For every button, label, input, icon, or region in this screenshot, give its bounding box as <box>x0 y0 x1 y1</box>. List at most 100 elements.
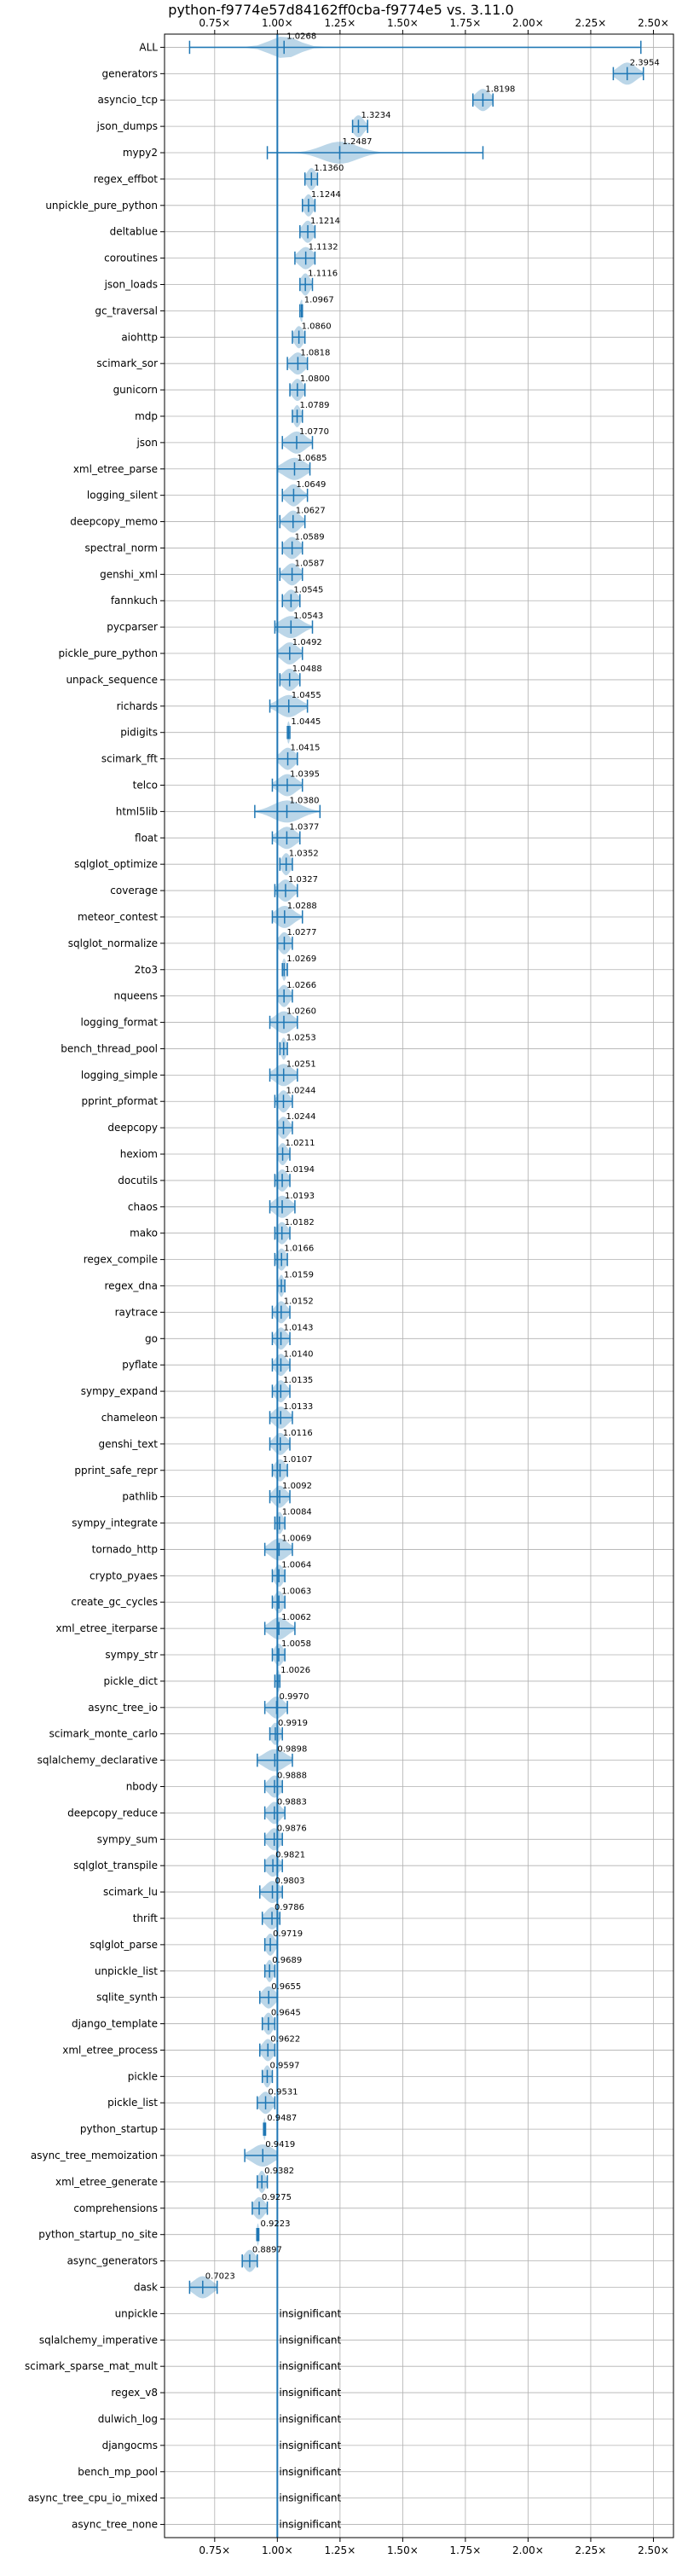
data-label: 1.1214 <box>310 217 340 226</box>
data-label: 1.1132 <box>309 243 338 252</box>
data-label: 0.7023 <box>205 2272 235 2282</box>
data-label: 1.0455 <box>292 691 321 700</box>
y-tick-label: hexiom <box>120 1148 158 1160</box>
data-label: 0.9419 <box>265 2140 295 2150</box>
y-tick-label: sqlglot_normalize <box>68 937 158 949</box>
chart-title: python-f9774e57d84162ff0cba-f9774e5 vs. … <box>168 2 513 18</box>
data-label: 0.9888 <box>277 1772 307 1781</box>
y-tick-label: meteor_contest <box>78 911 158 923</box>
x-tick-label-top: 1.50× <box>387 17 419 29</box>
y-tick-label: docutils <box>118 1175 158 1186</box>
data-label: 0.9487 <box>267 2114 297 2123</box>
data-label: 1.0492 <box>292 638 322 647</box>
y-tick-label: bench_thread_pool <box>61 1042 158 1054</box>
y-tick-label: python_startup <box>80 2123 158 2135</box>
insignificant-label: insignificant <box>279 2440 341 2451</box>
data-label: 0.9919 <box>278 1719 308 1728</box>
y-tick-label: richards <box>117 700 158 712</box>
y-tick-label: go <box>145 1332 158 1344</box>
data-label: 1.0649 <box>296 480 326 490</box>
y-tick-label: sqlalchemy_imperative <box>39 2334 158 2346</box>
insignificant-label: insignificant <box>279 2519 341 2531</box>
data-label: 1.0244 <box>286 1086 316 1095</box>
data-label: 1.0269 <box>286 954 316 964</box>
y-tick-label: json_loads <box>104 279 158 291</box>
y-tick-label: django_template <box>72 2018 158 2030</box>
y-tick-label: float <box>135 832 158 844</box>
y-tick-label: unpack_sequence <box>66 674 158 686</box>
y-tick-label: mako <box>130 1227 158 1239</box>
grid-layer <box>165 34 673 2538</box>
data-label: 1.0277 <box>286 928 316 937</box>
data-label: 0.9689 <box>272 1956 302 1965</box>
y-tick-label: logging_silent <box>87 490 158 502</box>
y-tick-label: spectral_norm <box>84 542 158 554</box>
y-tick-label: dask <box>134 2282 158 2294</box>
data-label: 1.0627 <box>296 507 326 516</box>
data-label: 1.0860 <box>302 322 332 331</box>
data-label: 0.9803 <box>275 1877 305 1886</box>
data-label: 0.9622 <box>270 2035 300 2045</box>
insignificant-label: insignificant <box>279 2492 341 2504</box>
data-label: 1.0967 <box>304 296 334 305</box>
data-label: 1.0211 <box>286 1139 315 1148</box>
y-tick-label: json_dumps <box>96 120 158 132</box>
y-tick-label: regex_effbot <box>94 173 159 185</box>
data-label: 1.0107 <box>282 1455 312 1465</box>
y-tick-label: chaos <box>128 1201 158 1213</box>
x-tick-label-top: 2.00× <box>512 17 544 29</box>
data-label: 1.0063 <box>281 1587 311 1596</box>
y-tick-label: scimark_sor <box>96 357 158 369</box>
label-layer: 1.0268 2.3954 1.8198 1.3234 1.2487 1.1360 1.12… <box>205 32 660 2531</box>
y-tick-label: scimark_lu <box>103 1886 158 1898</box>
y-tick-label: crypto_pyaes <box>90 1569 158 1581</box>
x-tick-label-top: 2.50× <box>638 17 669 29</box>
data-label: 0.9655 <box>271 1982 301 1992</box>
y-tick-label: scimark_monte_carlo <box>49 1728 158 1740</box>
y-tick-label: deepcopy <box>107 1122 158 1134</box>
y-tick-label: xml_etree_process <box>62 2044 158 2056</box>
data-label: 1.0800 <box>300 374 330 384</box>
data-label: 1.0327 <box>288 875 318 885</box>
data-label: 0.9898 <box>277 1745 307 1755</box>
y-tick-label: asyncio_tcp <box>97 94 158 106</box>
y-tick-label: bench_mp_pool <box>78 2466 158 2478</box>
y-tick-label: aiohttp <box>121 331 158 343</box>
data-label: 0.9883 <box>277 1798 307 1807</box>
x-tick-label-top: 2.25× <box>575 17 607 29</box>
y-tick-label: pycparser <box>107 621 158 633</box>
y-tick-label: coroutines <box>104 252 158 264</box>
data-label: 0.9821 <box>275 1850 305 1859</box>
data-label: 1.0587 <box>295 559 325 568</box>
data-label: 1.0194 <box>285 1165 315 1175</box>
y-tick-label: async_tree_none <box>72 2519 158 2531</box>
y-tick-label: regex_compile <box>84 1254 158 1266</box>
data-label: 1.0288 <box>287 902 317 911</box>
data-label: 1.8198 <box>485 84 515 94</box>
y-tick-label: json <box>136 437 158 449</box>
x-tick-label-bottom: 1.75× <box>450 2544 482 2556</box>
data-label: 1.0133 <box>283 1402 313 1412</box>
data-label: 1.2487 <box>342 137 372 147</box>
y-tick-label: sqlglot_optimize <box>74 858 158 870</box>
y-tick-label: logging_simple <box>81 1069 158 1081</box>
data-label: 1.0069 <box>281 1535 311 1544</box>
y-tick-label: async_tree_io <box>88 1702 158 1714</box>
y-tick-label: sympy_str <box>105 1649 158 1661</box>
insignificant-label: insignificant <box>279 2360 341 2372</box>
y-tick-label: raytrace <box>115 1306 158 1318</box>
data-label: 1.0770 <box>299 427 329 437</box>
data-label: 1.0543 <box>293 612 323 621</box>
x-tick-label-top: 1.75× <box>450 17 482 29</box>
y-tick-label: async_generators <box>67 2255 158 2267</box>
data-label: 1.0445 <box>291 717 321 727</box>
y-tick-label: scimark_sparse_mat_mult <box>25 2360 158 2372</box>
y-tick-label: pickle <box>128 2070 158 2082</box>
x-tick-label-bottom: 1.50× <box>387 2544 419 2556</box>
data-label: 1.0789 <box>300 401 330 410</box>
y-tick-label: pidigits <box>120 727 158 739</box>
data-label: 1.0415 <box>291 744 321 753</box>
x-tick-label-bottom: 2.50× <box>638 2544 669 2556</box>
axis-layer: 0.75× 0.75× 1.00× 1.00× 1.25× 1.25× 1.50× 1.50×… <box>25 17 669 2556</box>
data-label: 1.0116 <box>283 1429 313 1438</box>
